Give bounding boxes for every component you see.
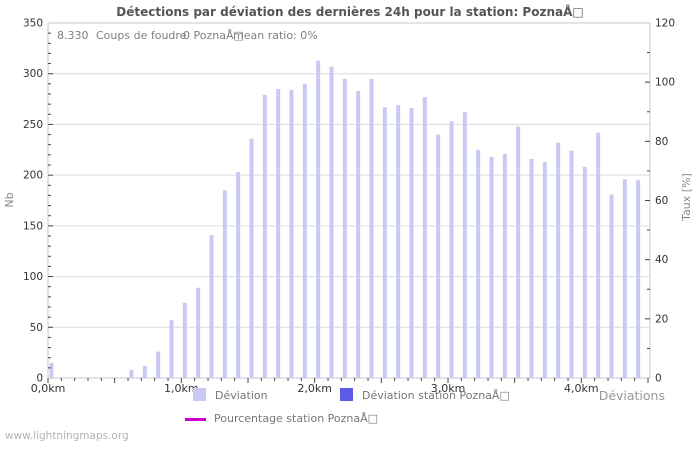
x-tick-label: 2,0km — [297, 382, 332, 395]
bar — [49, 362, 54, 378]
bar — [382, 107, 387, 378]
bar — [556, 142, 561, 378]
bar — [156, 351, 161, 378]
left-tick-label: 0 — [36, 373, 43, 385]
bar — [489, 156, 494, 378]
total-strikes-value: 8.330 — [57, 29, 89, 42]
left-axis-unit-label: Nb — [3, 192, 16, 207]
bar — [196, 287, 201, 378]
chart-title: Détections par déviation des dernières 2… — [116, 5, 584, 19]
bar — [236, 172, 241, 378]
bar — [129, 369, 134, 378]
bar — [436, 134, 441, 378]
bar — [169, 320, 174, 378]
left-tick-label: 350 — [23, 18, 43, 30]
bar — [542, 161, 547, 378]
right-tick-label: 100 — [655, 77, 675, 89]
bar — [356, 90, 361, 378]
right-tick-label: 20 — [655, 313, 668, 325]
xaxis-title: Déviations — [598, 388, 665, 403]
bar — [289, 89, 294, 378]
legend-deviation-swatch — [193, 388, 206, 401]
bar — [249, 138, 254, 378]
right-axis-unit-label: Taux [%] — [680, 173, 693, 222]
bar — [636, 180, 641, 378]
bar — [182, 302, 187, 378]
bar — [516, 126, 521, 378]
right-tick-label: 120 — [655, 18, 675, 30]
right-tick-label: 60 — [655, 195, 668, 207]
x-tick-label: 4,0km — [564, 382, 599, 395]
legend-station-swatch — [340, 388, 353, 401]
station-strikes-count: 0 PoznaÅ□ — [183, 29, 244, 42]
bar — [422, 97, 427, 379]
bar — [142, 365, 147, 378]
total-strikes-label: Coups de foudre — [96, 29, 187, 42]
bar — [622, 179, 627, 378]
bar — [342, 78, 347, 379]
legend-station-label: Déviation station PoznaÅ□ — [362, 389, 510, 402]
bar — [222, 190, 227, 378]
bar — [529, 158, 534, 378]
bar — [369, 78, 374, 379]
mean-ratio-text: mean ratio: 0% — [233, 29, 318, 42]
left-tick-label: 150 — [23, 220, 43, 232]
x-tick-label: 0,0km — [31, 382, 66, 395]
bar — [569, 150, 574, 378]
left-tick-label: 100 — [23, 271, 43, 283]
watermark-url: www.lightningmaps.org — [5, 430, 129, 442]
bar — [276, 88, 281, 378]
bar — [462, 112, 467, 378]
legend-deviation-label: Déviation — [215, 389, 268, 402]
x-tick-label: 1,0km — [164, 382, 199, 395]
bar — [609, 194, 614, 378]
bar — [316, 60, 321, 379]
bar — [262, 95, 267, 378]
bar — [449, 121, 454, 378]
bar — [596, 132, 601, 378]
bar — [409, 108, 414, 378]
bar — [302, 83, 307, 378]
bar — [396, 105, 401, 379]
right-tick-label: 40 — [655, 254, 668, 266]
right-tick-label: 80 — [655, 136, 668, 148]
bar — [582, 167, 587, 378]
legend-percentage-label: Pourcentage station PoznaÅ□ — [214, 412, 379, 425]
left-tick-label: 50 — [30, 322, 43, 334]
legend-percentage-line-swatch — [185, 418, 206, 421]
bar — [329, 66, 334, 378]
left-tick-label: 300 — [23, 68, 43, 80]
bar — [502, 153, 507, 378]
left-tick-label: 200 — [23, 170, 43, 182]
bar — [476, 149, 481, 378]
x-tick-label: 3,0km — [431, 382, 466, 395]
left-tick-label: 250 — [23, 119, 43, 131]
bar — [209, 234, 214, 378]
right-tick-label: 0 — [655, 373, 662, 385]
